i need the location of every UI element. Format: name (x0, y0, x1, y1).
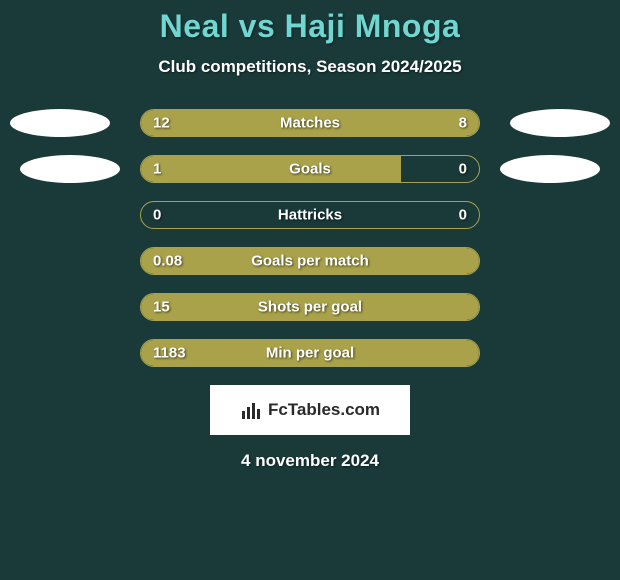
chart-icon (240, 399, 262, 421)
bar-track: 0.08 Goals per match (140, 247, 480, 275)
branding-label: FcTables.com (268, 400, 380, 420)
stat-value-left: 15 (153, 299, 170, 316)
bar-track: 15 Shots per goal (140, 293, 480, 321)
stat-row: 15 Shots per goal (0, 293, 620, 321)
stat-value-left: 12 (153, 115, 170, 132)
stats-area: 12 Matches 8 1 Goals 0 0 Hattricks 0 (0, 109, 620, 367)
stat-value-right: 8 (459, 115, 467, 132)
stat-value-left: 0 (153, 207, 161, 224)
stat-label: Matches (280, 115, 340, 132)
page-title: Neal vs Haji Mnoga (0, 8, 620, 45)
stat-value-left: 1183 (153, 345, 186, 362)
stat-value-left: 0.08 (153, 253, 182, 270)
comparison-widget: Neal vs Haji Mnoga Club competitions, Se… (0, 0, 620, 471)
stat-row: 0 Hattricks 0 (0, 201, 620, 229)
stat-label: Goals (289, 161, 331, 178)
date-label: 4 november 2024 (0, 451, 620, 471)
bar-track: 1 Goals 0 (140, 155, 480, 183)
bar-track: 1183 Min per goal (140, 339, 480, 367)
stat-label: Min per goal (266, 345, 354, 362)
stat-row: 1183 Min per goal (0, 339, 620, 367)
stat-value-right: 0 (459, 161, 467, 178)
stat-row: 12 Matches 8 (0, 109, 620, 137)
bar-fill-left (141, 156, 401, 182)
page-subtitle: Club competitions, Season 2024/2025 (0, 57, 620, 77)
stat-value-left: 1 (153, 161, 161, 178)
stat-row: 1 Goals 0 (0, 155, 620, 183)
bar-track: 0 Hattricks 0 (140, 201, 480, 229)
stat-label: Goals per match (251, 253, 369, 270)
bar-track: 12 Matches 8 (140, 109, 480, 137)
stat-value-right: 0 (459, 207, 467, 224)
stat-label: Hattricks (278, 207, 342, 224)
branding-badge[interactable]: FcTables.com (210, 385, 410, 435)
stat-row: 0.08 Goals per match (0, 247, 620, 275)
stat-label: Shots per goal (258, 299, 362, 316)
